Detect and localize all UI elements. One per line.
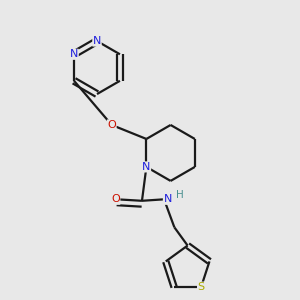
- Text: N: N: [93, 36, 101, 46]
- Text: N: N: [164, 194, 172, 204]
- Text: O: O: [111, 194, 120, 204]
- Text: N: N: [70, 49, 78, 59]
- Text: H: H: [176, 190, 184, 200]
- Text: S: S: [197, 282, 205, 292]
- Text: O: O: [107, 120, 116, 130]
- Text: N: N: [142, 162, 151, 172]
